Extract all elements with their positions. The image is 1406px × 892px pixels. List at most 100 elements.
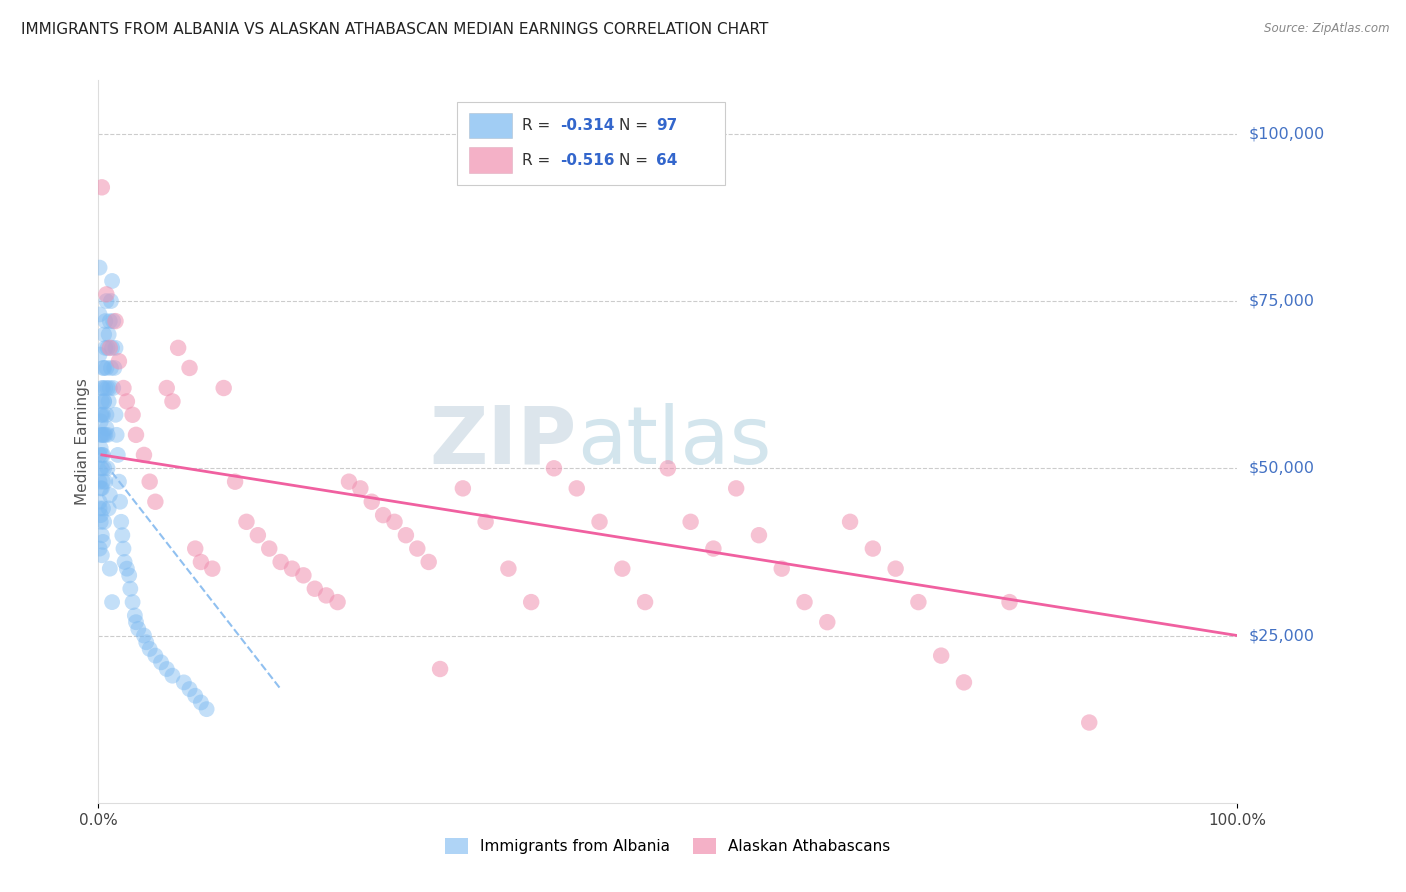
Point [90,508,112,523]
Point [114,555,136,569]
Point [89,448,111,462]
Text: IMMIGRANTS FROM ALBANIA VS ALASKAN ATHABASCAN MEDIAN EARNINGS CORRELATION CHART: IMMIGRANTS FROM ALBANIA VS ALASKAN ATHAB… [21,22,769,37]
Point [90,427,112,442]
Point [173,675,195,690]
FancyBboxPatch shape [468,147,512,173]
Point [104,408,127,422]
Point [89,494,111,508]
Point [104,341,127,355]
Point [96,293,118,308]
Point [612,562,634,576]
Point [89,475,111,489]
Text: 64: 64 [657,153,678,168]
Point [93,427,115,442]
Text: R =: R = [522,153,555,168]
Point [115,562,138,576]
Point [145,494,167,508]
Point [90,441,112,455]
Point [998,595,1021,609]
Point [474,515,496,529]
Point [418,555,440,569]
Point [212,381,235,395]
Point [634,595,657,609]
Point [90,180,112,194]
Point [162,394,184,409]
Point [90,408,112,422]
Point [371,508,394,523]
Point [588,515,610,529]
Point [91,475,114,489]
Point [103,314,125,328]
Point [96,381,118,395]
Point [90,482,112,496]
Text: N =: N = [619,118,652,133]
Point [111,528,134,542]
Point [110,515,132,529]
Text: $75,000: $75,000 [1249,293,1315,309]
Point [953,675,976,690]
Point [90,482,112,496]
Point [98,562,121,576]
Point [101,341,124,355]
Point [105,427,128,442]
Point [112,541,135,556]
Point [100,293,122,308]
Point [90,461,112,475]
Point [702,541,724,556]
Text: -0.314: -0.314 [560,118,614,133]
Point [93,461,115,475]
Point [292,568,315,582]
Point [103,361,125,376]
Text: -0.516: -0.516 [560,153,614,168]
Point [108,475,131,489]
Point [167,341,190,355]
Point [108,354,131,368]
Point [96,421,118,435]
Point [90,515,112,529]
Point [94,427,117,442]
Point [246,528,269,542]
Point [93,394,115,409]
Point [770,562,793,576]
Text: Source: ZipAtlas.com: Source: ZipAtlas.com [1264,22,1389,36]
Text: N =: N = [619,153,652,168]
Point [929,648,952,663]
Point [90,528,112,542]
Point [100,361,122,376]
Text: $100,000: $100,000 [1249,127,1324,141]
Point [98,488,121,502]
FancyBboxPatch shape [457,102,725,185]
Point [90,394,112,409]
Point [429,662,451,676]
Point [725,482,748,496]
Point [190,555,212,569]
Point [96,361,118,376]
Point [384,515,406,529]
Point [90,461,112,475]
Point [259,541,281,556]
Point [104,314,127,328]
Point [93,515,115,529]
Point [132,628,155,642]
Point [96,461,118,475]
Text: $50,000: $50,000 [1249,461,1315,475]
Point [145,648,167,663]
Text: $25,000: $25,000 [1249,628,1315,643]
Point [138,642,160,657]
Point [91,501,114,516]
Point [98,381,121,395]
Point [97,327,120,342]
Point [127,622,149,636]
Point [94,381,117,395]
Point [224,475,246,489]
Point [91,408,114,422]
Point [1078,715,1101,730]
Point [94,475,117,489]
Point [103,381,125,395]
Point [93,327,115,342]
Point [179,681,201,696]
Point [96,427,118,442]
Point [150,655,173,669]
Point [184,689,207,703]
Point [201,562,224,576]
